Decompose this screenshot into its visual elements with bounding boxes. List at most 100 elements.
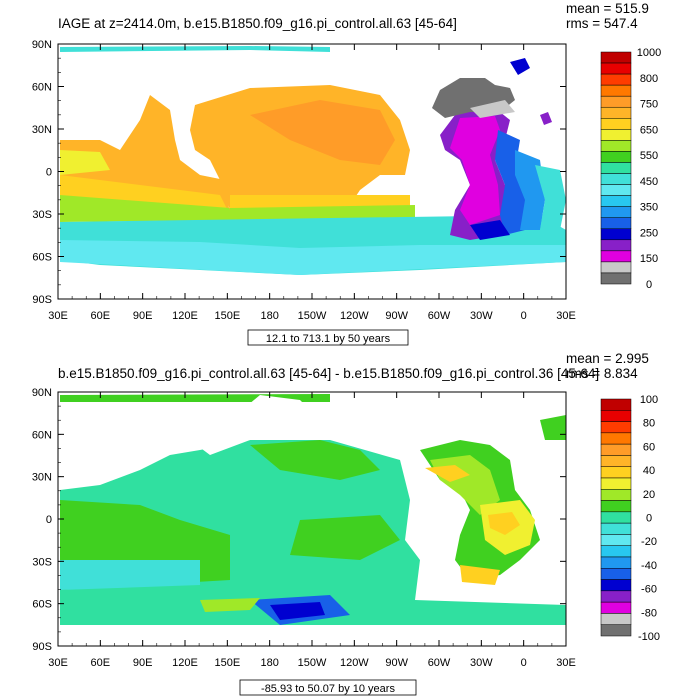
colorbar-swatch — [600, 261, 632, 274]
y-tick-label: 0 — [46, 167, 52, 179]
colorbar-swatch — [600, 545, 632, 558]
panel-top-info-box: 12.1 to 713.1 by 50 years — [266, 333, 391, 345]
panel-bottom-rms: rms = 8.834 — [566, 366, 638, 381]
x-tick-label: 30E — [556, 657, 576, 669]
colorbar-swatch — [600, 421, 632, 434]
colorbar-swatch — [600, 534, 632, 546]
colorbar-swatch — [600, 410, 632, 422]
colorbar-label: 800 — [640, 73, 658, 85]
colorbar-swatch — [600, 73, 632, 86]
x-tick-label: 90E — [133, 310, 153, 322]
colorbar-swatch — [600, 272, 632, 285]
colorbar-swatch — [600, 140, 632, 152]
colorbar-swatch — [600, 62, 632, 75]
x-tick-label: 30E — [556, 310, 576, 322]
colorbar-label: -40 — [641, 560, 657, 572]
panel-bottom-mean: mean = 2.995 — [566, 351, 649, 366]
colorbar-swatch — [600, 398, 632, 411]
x-tick-label: 30W — [470, 657, 493, 669]
colorbar-swatch — [600, 151, 632, 163]
colorbar-swatch — [600, 195, 632, 207]
colorbar-swatch — [600, 556, 632, 569]
colorbar-swatch — [600, 228, 632, 241]
colorbar-swatch — [600, 95, 632, 108]
colorbar-swatch — [600, 106, 632, 119]
colorbar-swatch — [600, 455, 632, 467]
colorbar-swatch — [600, 443, 632, 456]
x-tick-label: 90W — [385, 310, 408, 322]
y-tick-label: 30N — [32, 124, 52, 136]
colorbar-swatch — [600, 84, 632, 97]
colorbar-swatch — [600, 579, 632, 592]
y-tick-label: 30S — [32, 209, 52, 221]
colorbar-swatch — [600, 239, 632, 252]
x-tick-label: 30E — [48, 310, 68, 322]
colorbar-label: 60 — [643, 441, 655, 453]
colorbar-label: 150 — [640, 253, 658, 265]
panel-bottom-axes: 30E 60E 90E 120E 150E 180 150W 120W 90W 60W 30W 0 30… — [32, 387, 576, 669]
y-tick-label: 30N — [32, 472, 52, 484]
panel-top-title: IAGE at z=2414.0m, b.e15.B1850.f09_g16.p… — [58, 16, 457, 31]
colorbar-label: -100 — [638, 631, 660, 643]
colorbar-label: -60 — [641, 584, 657, 596]
colorbar-label: 80 — [643, 418, 655, 430]
colorbar-label: 100 — [640, 394, 658, 406]
colorbar-swatch — [600, 489, 632, 501]
x-tick-label: 180 — [260, 310, 278, 322]
colorbar-swatch — [600, 590, 632, 603]
x-tick-label: 150W — [298, 657, 327, 669]
colorbar-swatch — [600, 522, 632, 535]
colorbar-label: 1000 — [637, 47, 661, 59]
colorbar-label: 750 — [640, 99, 658, 111]
panel-top-mean: mean = 515.9 — [566, 1, 649, 16]
colorbar-swatch — [600, 162, 632, 174]
panel-bottom-info-box: -85.93 to 50.07 by 10 years — [261, 683, 395, 695]
panel-bottom-colorbar: 100 80 60 40 20 0 -20 -40 -60 -80 -100 — [600, 394, 660, 643]
y-tick-label: 0 — [46, 514, 52, 526]
x-tick-label: 0 — [521, 657, 527, 669]
y-tick-label: 60N — [32, 429, 52, 441]
colorbar-swatch — [600, 217, 632, 230]
colorbar-label: 550 — [640, 150, 658, 162]
x-tick-label: 60E — [91, 657, 111, 669]
colorbar-label: -80 — [641, 607, 657, 619]
y-tick-label: 90N — [32, 39, 52, 51]
x-tick-label: 150E — [214, 310, 240, 322]
y-tick-label: 60S — [32, 252, 52, 264]
x-tick-label: 0 — [521, 310, 527, 322]
colorbar-label: 0 — [646, 279, 652, 291]
colorbar-swatch — [600, 51, 632, 64]
colorbar-label: 40 — [643, 465, 655, 477]
panel-bottom-map — [58, 392, 566, 646]
colorbar-label: 350 — [640, 202, 658, 214]
y-tick-label: 90S — [32, 641, 52, 653]
x-tick-label: 120W — [340, 657, 369, 669]
panel-top-axes: 30E 60E 90E 120E 150E 180 150W 120W 90W 60W 30W 0 30… — [32, 39, 576, 322]
x-tick-label: 30W — [470, 310, 493, 322]
x-tick-label: 60E — [91, 310, 111, 322]
x-tick-label: 90E — [133, 657, 153, 669]
colorbar-swatch — [600, 118, 632, 130]
x-tick-label: 90W — [385, 657, 408, 669]
x-tick-label: 120E — [172, 310, 198, 322]
panel-top-rms: rms = 547.4 — [566, 16, 638, 31]
colorbar-swatch — [600, 613, 632, 625]
x-tick-label: 180 — [260, 657, 278, 669]
colorbar-swatch — [600, 601, 632, 614]
panel-bottom-title: b.e15.B1850.f09_g16.pi_control.all.63 [4… — [58, 366, 599, 381]
x-tick-label: 120W — [340, 310, 369, 322]
colorbar-swatch — [600, 206, 632, 218]
panel-bottom: b.e15.B1850.f09_g16.pi_control.all.63 [4… — [32, 351, 660, 696]
panel-top: IAGE at z=2414.0m, b.e15.B1850.f09_g16.p… — [32, 1, 661, 346]
colorbar-swatch — [600, 466, 632, 479]
colorbar-swatch — [600, 477, 632, 490]
x-tick-label: 120E — [172, 657, 198, 669]
panel-top-map — [58, 44, 566, 299]
y-tick-label: 30S — [32, 556, 52, 568]
colorbar-swatch — [600, 129, 632, 141]
y-tick-label: 90N — [32, 387, 52, 399]
x-tick-label: 150E — [214, 657, 240, 669]
panel-top-colorbar: 1000 800 750 650 550 450 350 250 150 0 — [600, 47, 661, 291]
colorbar-swatch — [600, 568, 632, 580]
